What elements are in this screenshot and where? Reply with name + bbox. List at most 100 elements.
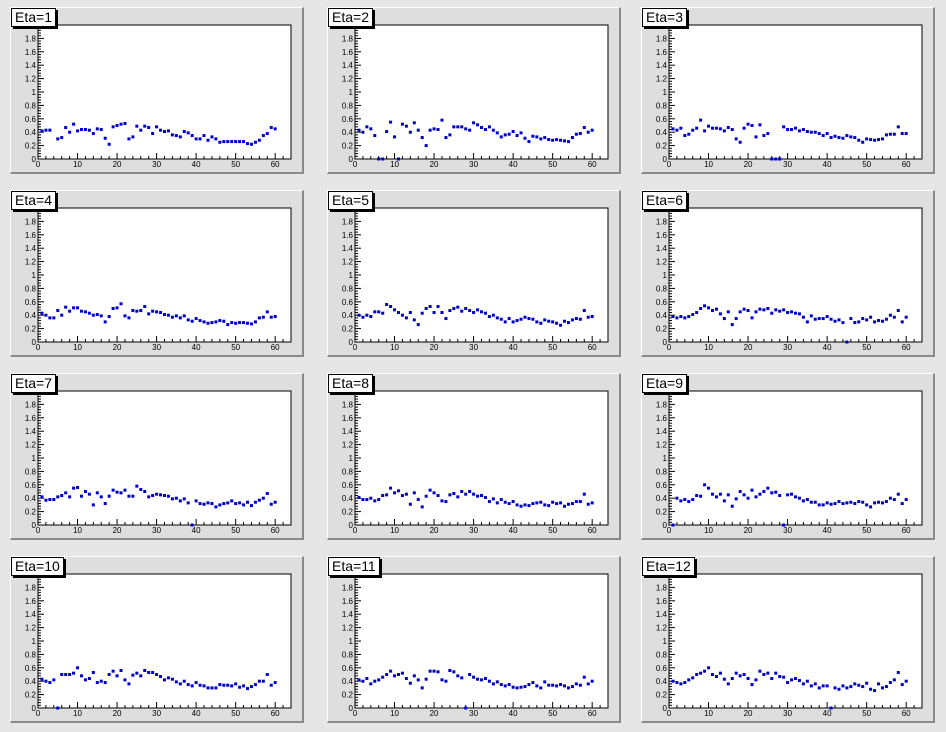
x-tick-label: 50 <box>231 709 240 718</box>
data-point <box>742 673 746 676</box>
x-tick-label: 50 <box>862 343 871 352</box>
data-point <box>555 138 559 142</box>
data-point <box>389 304 393 308</box>
data-point <box>511 500 515 504</box>
x-tick-label: 30 <box>783 526 792 535</box>
chart-pad-6: 0 0.2 0.4 0.6 0.8 1 1.2 1.4 1.6 1.8 0 10 20 30 40 50 60 E… <box>641 190 935 357</box>
data-point <box>186 501 190 505</box>
x-tick-label: 30 <box>152 343 161 352</box>
data-point <box>519 685 523 689</box>
data-point <box>357 496 361 500</box>
data-point <box>416 323 420 327</box>
data-point <box>166 494 170 498</box>
data-point <box>821 317 825 321</box>
y-tick-label: 0.4 <box>342 311 354 320</box>
data-point <box>873 501 877 505</box>
x-tick-label: 60 <box>588 160 597 169</box>
chart-title: Eta=6 <box>642 191 687 210</box>
data-point <box>480 310 483 314</box>
data-point <box>710 673 714 676</box>
data-point <box>143 304 147 308</box>
data-point <box>91 132 95 136</box>
data-point <box>778 309 782 313</box>
y-tick-label: 1 <box>663 454 668 463</box>
data-point <box>44 313 48 317</box>
data-point <box>416 498 420 502</box>
data-point <box>691 498 695 502</box>
data-point <box>714 675 718 679</box>
plot-frame <box>37 24 292 160</box>
data-point <box>249 322 253 326</box>
data-point <box>801 128 805 132</box>
data-point <box>381 157 385 161</box>
data-point <box>151 309 155 313</box>
data-point <box>373 310 377 314</box>
data-point <box>900 320 904 324</box>
y-tick-label: 0.6 <box>342 664 354 673</box>
data-point <box>151 670 155 674</box>
data-point <box>210 321 214 325</box>
y-tick-label: 0.2 <box>342 325 354 334</box>
data-point <box>464 307 468 310</box>
data-point <box>163 313 166 317</box>
chart-title: Eta=7 <box>11 374 56 393</box>
data-point <box>135 124 139 128</box>
plot-frame <box>37 573 292 709</box>
x-tick-label: 20 <box>430 526 439 535</box>
y-tick-label: 0.2 <box>25 142 37 151</box>
x-tick-label: 0 <box>353 343 358 352</box>
y-tick-label: 1.2 <box>342 75 354 84</box>
data-point <box>559 323 563 327</box>
data-point <box>365 677 369 681</box>
data-point <box>762 134 766 138</box>
data-point <box>801 499 805 503</box>
data-point <box>857 500 861 504</box>
x-tick-label: 10 <box>704 709 713 718</box>
data-point <box>794 126 797 130</box>
data-point <box>515 686 519 690</box>
data-point <box>695 126 699 130</box>
data-point <box>468 309 472 313</box>
data-point <box>586 682 590 686</box>
x-tick-label: 30 <box>783 709 792 718</box>
plot-frame <box>354 573 609 709</box>
data-point <box>738 674 742 678</box>
data-point <box>873 320 877 324</box>
y-tick-label: 0.2 <box>656 142 668 151</box>
data-point <box>813 317 817 321</box>
x-tick-label: 0 <box>353 709 358 718</box>
data-point <box>448 493 452 497</box>
data-point <box>671 523 675 527</box>
data-point <box>91 503 95 507</box>
y-tick-label: 1.8 <box>342 217 354 226</box>
data-point <box>83 490 87 493</box>
x-tick-label: 20 <box>113 343 122 352</box>
y-tick-label: 1.6 <box>656 414 668 423</box>
data-point <box>786 128 790 132</box>
data-point <box>369 315 373 319</box>
data-point <box>515 134 519 138</box>
data-point <box>869 687 873 691</box>
y-tick-label: 1 <box>349 454 354 463</box>
data-point <box>825 132 829 136</box>
data-point <box>178 682 182 686</box>
x-tick-label: 20 <box>113 709 122 718</box>
plot-frame <box>668 390 923 526</box>
y-tick-label: 0.2 <box>656 508 668 517</box>
data-point <box>797 679 801 683</box>
data-point <box>257 138 261 142</box>
data-point <box>566 502 570 506</box>
data-point <box>139 487 143 491</box>
data-point <box>79 494 83 498</box>
data-point <box>44 498 48 502</box>
y-tick-label: 0.8 <box>25 284 37 293</box>
chart-svg: 0 0.2 0.4 0.6 0.8 1 1.2 1.4 1.6 1.8 0 10 20 30 40 50 60 <box>342 573 609 718</box>
data-point <box>123 314 127 318</box>
y-tick-label: 0.2 <box>656 691 668 700</box>
data-point <box>393 674 397 678</box>
y-tick-label: 1 <box>32 637 37 646</box>
data-point <box>377 498 381 502</box>
x-tick-label: 10 <box>704 526 713 535</box>
x-tick-label: 60 <box>271 709 280 718</box>
data-point <box>574 317 578 321</box>
